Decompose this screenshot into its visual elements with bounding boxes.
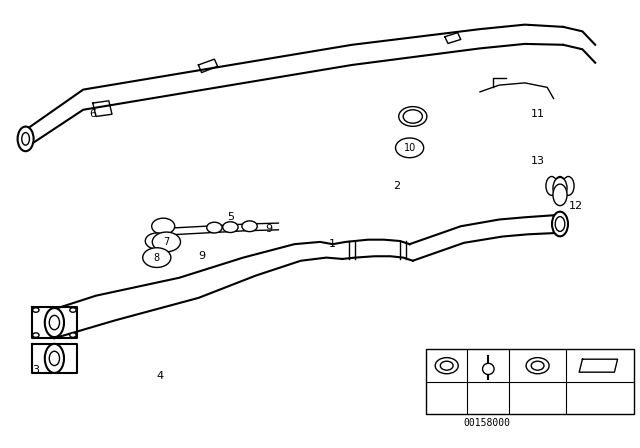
Text: 7: 7 bbox=[429, 387, 435, 396]
Text: 00158000: 00158000 bbox=[463, 418, 510, 428]
Circle shape bbox=[440, 361, 453, 370]
Ellipse shape bbox=[553, 184, 567, 206]
Circle shape bbox=[207, 222, 222, 233]
Text: 4: 4 bbox=[429, 356, 435, 366]
Ellipse shape bbox=[18, 127, 34, 151]
Text: 10: 10 bbox=[403, 143, 416, 153]
Text: 9: 9 bbox=[198, 251, 205, 261]
Ellipse shape bbox=[553, 177, 567, 199]
Ellipse shape bbox=[552, 212, 568, 237]
Circle shape bbox=[435, 358, 458, 374]
Text: 11: 11 bbox=[531, 109, 545, 119]
Text: 3: 3 bbox=[32, 365, 38, 375]
Circle shape bbox=[399, 107, 427, 126]
Circle shape bbox=[145, 233, 168, 249]
Ellipse shape bbox=[563, 177, 574, 195]
Text: 10: 10 bbox=[512, 356, 524, 366]
Ellipse shape bbox=[554, 177, 566, 195]
Ellipse shape bbox=[22, 133, 29, 145]
Circle shape bbox=[152, 218, 175, 234]
Ellipse shape bbox=[49, 351, 60, 366]
Circle shape bbox=[152, 232, 180, 252]
Circle shape bbox=[70, 308, 76, 312]
Text: 2: 2 bbox=[393, 181, 401, 191]
Text: 6: 6 bbox=[472, 356, 478, 366]
Text: 6: 6 bbox=[90, 109, 96, 119]
Ellipse shape bbox=[556, 217, 564, 232]
Circle shape bbox=[526, 358, 549, 374]
Ellipse shape bbox=[45, 308, 64, 337]
Circle shape bbox=[403, 110, 422, 123]
Text: 9: 9 bbox=[265, 224, 273, 234]
Circle shape bbox=[531, 361, 544, 370]
Text: 8: 8 bbox=[154, 253, 160, 263]
Circle shape bbox=[33, 308, 39, 312]
Text: 13: 13 bbox=[531, 156, 545, 166]
Circle shape bbox=[242, 221, 257, 232]
Text: 12: 12 bbox=[569, 201, 583, 211]
Circle shape bbox=[223, 222, 238, 233]
Text: 7: 7 bbox=[163, 237, 170, 247]
Ellipse shape bbox=[45, 344, 64, 373]
Circle shape bbox=[33, 333, 39, 337]
Text: 5: 5 bbox=[227, 212, 234, 222]
Ellipse shape bbox=[483, 363, 494, 375]
Text: 1: 1 bbox=[330, 239, 336, 249]
Text: 4: 4 bbox=[156, 371, 164, 381]
Circle shape bbox=[143, 248, 171, 267]
Ellipse shape bbox=[546, 177, 557, 195]
Circle shape bbox=[70, 333, 76, 337]
Circle shape bbox=[396, 138, 424, 158]
Ellipse shape bbox=[49, 315, 60, 330]
FancyBboxPatch shape bbox=[426, 349, 634, 414]
